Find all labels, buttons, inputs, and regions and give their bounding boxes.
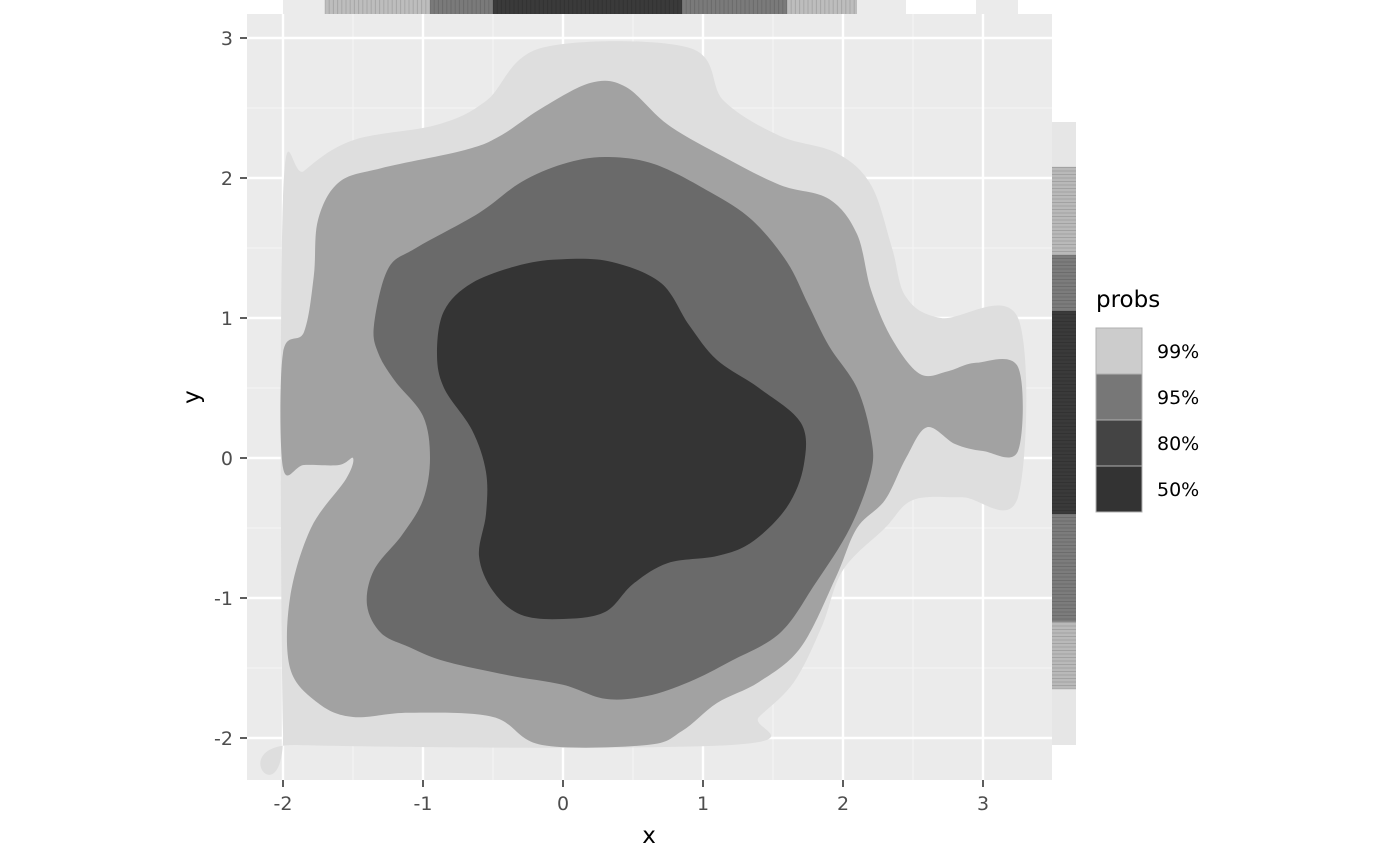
legend-key-80pct — [1095, 419, 1143, 467]
legend-key-50pct — [1095, 465, 1143, 513]
legend-key-99pct — [1095, 327, 1143, 375]
marginal-x-band-2 — [493, 0, 682, 14]
x-tick-label: 2 — [837, 793, 849, 815]
legend-label: 95% — [1157, 387, 1199, 409]
contour-layers — [260, 41, 1027, 775]
legend-entries: 99% 95% 80% 50% — [1095, 327, 1199, 513]
legend-label: 50% — [1157, 479, 1199, 501]
marginal-x-gap — [906, 0, 976, 14]
marginal-y-band-3 — [1052, 311, 1076, 514]
x-tick-label: 3 — [977, 793, 989, 815]
x-axis: -2 -1 0 1 2 3 — [274, 780, 989, 815]
y-axis: -2 -1 0 1 2 3 — [214, 28, 247, 750]
y-tick-label: -1 — [214, 588, 233, 610]
legend-label: 80% — [1157, 433, 1199, 455]
legend: probs 99% 95% 80% 50% — [1095, 287, 1199, 513]
legend-label: 99% — [1157, 341, 1199, 363]
x-tick-label: 1 — [697, 793, 709, 815]
marginal-x-density — [283, 0, 1018, 14]
x-tick-label: -2 — [274, 793, 293, 815]
x-tick-label: 0 — [557, 793, 569, 815]
x-tick-label: -1 — [414, 793, 433, 815]
y-tick-label: 1 — [221, 308, 233, 330]
y-tick-label: 3 — [221, 28, 233, 50]
y-axis-title: y — [179, 390, 205, 404]
y-tick-label: 0 — [221, 448, 233, 470]
contour-50pct — [437, 258, 807, 620]
legend-title: probs — [1096, 287, 1160, 313]
legend-key-95pct — [1095, 373, 1143, 421]
y-tick-label: 2 — [221, 168, 233, 190]
x-axis-title: x — [642, 823, 656, 849]
y-tick-label: -2 — [214, 728, 233, 750]
marginal-y-density — [1052, 122, 1076, 745]
